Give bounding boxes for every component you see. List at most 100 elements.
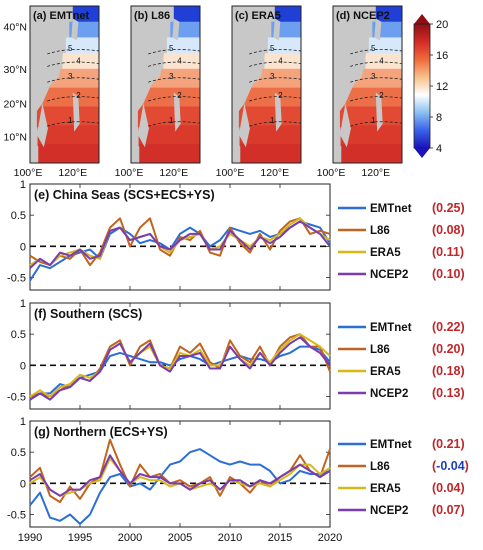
map-contour-line <box>249 121 301 127</box>
legend-correlation: (0.04) <box>432 481 465 495</box>
timeseries-panel-1: 1 0.5 0 -0.5 (f) Southern (SCS) <box>7 298 331 410</box>
map-mainland <box>131 6 169 120</box>
map-sea-band <box>365 53 402 74</box>
map-sea-band <box>238 87 301 109</box>
map-indochina <box>137 103 149 148</box>
map-sea-band <box>240 144 301 163</box>
map-sea-band <box>65 37 99 59</box>
map-sea-band <box>341 144 402 163</box>
map-contour-line <box>148 121 200 127</box>
colorbar-tick-label: 20 <box>436 19 448 31</box>
legend-correlation: (0.13) <box>432 386 465 400</box>
x-tick-label: 1990 <box>18 532 42 544</box>
legend-label: L86 <box>370 225 390 237</box>
map-contour-line <box>350 77 402 83</box>
y-tick-label: 0.5 <box>11 329 26 341</box>
map-contour-label: 1 <box>169 116 174 125</box>
legend-correlation: (0.08) <box>432 223 465 237</box>
map-contour-line <box>148 77 200 83</box>
colorbar-tick-label: 16 <box>436 50 448 62</box>
legend-correlation: (0.21) <box>432 437 465 451</box>
map-indochina <box>238 103 250 148</box>
map-sea-band <box>339 87 402 109</box>
panel-title: (f) Southern (SCS) <box>34 307 142 321</box>
legend-correlation: (0.07) <box>432 503 465 517</box>
map-frame <box>332 5 403 164</box>
map-contour-label: 3 <box>169 72 174 81</box>
map-contour-line <box>47 96 99 102</box>
map-sea-band <box>173 6 200 27</box>
map-panel-title: (b) L86 <box>134 10 170 22</box>
map-contour-line <box>249 61 301 67</box>
map-contour-line <box>148 61 200 67</box>
map-y-tick-label: 20°N <box>4 98 27 110</box>
x-tick-label: 2015 <box>268 532 292 544</box>
map-contour-label: 5 <box>169 44 174 53</box>
map-panel-1: 543 2 1 <box>131 6 200 163</box>
y-tick-label: 0 <box>20 478 26 490</box>
series-line-ncep2 <box>29 454 331 497</box>
x-tick-label: 1995 <box>68 532 92 544</box>
x-tick-label: 2005 <box>168 532 192 544</box>
map-panel-title: (a) EMTnet <box>33 10 90 22</box>
map-contour-label: 4 <box>379 57 384 66</box>
map-x-tick-label: 120°E <box>159 167 188 179</box>
map-indochina <box>339 103 351 148</box>
legend-2: EMTnet (0.21) L86 (-0.04) ERA5 (0.04) NCEP2 (0.… <box>338 437 469 517</box>
legend-label: EMTnet <box>370 203 412 215</box>
map-contour-line <box>47 77 99 83</box>
series-line-ncep2 <box>29 220 331 269</box>
map-contour-line <box>249 77 301 83</box>
map-contour-line <box>148 96 200 102</box>
map-contour-line <box>148 49 200 55</box>
map-contour-label: 2 <box>76 91 81 100</box>
map-panel-3: 543 2 1 <box>333 6 402 163</box>
legend-label: NCEP2 <box>370 505 408 517</box>
map-korea <box>172 18 180 41</box>
map-sea-band <box>368 37 402 59</box>
map-contour-line <box>350 121 402 127</box>
legend-correlation: (0.10) <box>432 267 465 281</box>
map-indochina <box>36 103 48 148</box>
map-korea <box>71 18 79 41</box>
colorbar-top-triangle <box>414 14 430 24</box>
map-sea-band <box>267 37 301 59</box>
map-contour-label: 3 <box>270 72 275 81</box>
map-sea-band <box>72 6 99 27</box>
map-contour-label: 2 <box>278 91 283 100</box>
map-frame <box>29 5 100 164</box>
map-contour-line <box>47 121 99 127</box>
map-contour-label: 5 <box>68 44 73 53</box>
map-sea-band <box>36 87 99 109</box>
map-contour-line <box>350 61 402 67</box>
legend-correlation: (0.11) <box>432 245 464 259</box>
map-contour-line <box>47 61 99 67</box>
map-mainland <box>232 6 270 120</box>
map-x-tick-label: 100°E <box>216 167 245 179</box>
map-contour-label: 3 <box>68 72 73 81</box>
series-line-era5 <box>29 333 331 398</box>
map-sea-band <box>239 125 301 147</box>
y-tick-label: 0.5 <box>11 447 26 459</box>
map-contour-label: 3 <box>371 72 376 81</box>
y-tick-label: 0.5 <box>11 210 26 222</box>
map-contour-label: 4 <box>278 57 283 66</box>
y-tick-label: -0.5 <box>7 510 26 522</box>
map-x-tick-label: 120°E <box>260 167 289 179</box>
timeseries-panel-0: 1 0.5 0 -0.5 (e) China Seas (SCS+ECS+YS) <box>7 179 331 291</box>
map-y-tick-label: 10°N <box>4 131 27 143</box>
map-sea-band <box>38 144 99 163</box>
x-tick-label: 2010 <box>218 532 242 544</box>
colorbar-tick-label: 12 <box>436 81 448 93</box>
panel-title: (g) Northern (ECS+YS) <box>34 425 168 439</box>
map-sea-band <box>163 53 200 74</box>
map-sea-band <box>139 144 200 163</box>
legend-label: ERA5 <box>370 366 401 378</box>
map-contour-line <box>249 96 301 102</box>
map-contour-line <box>47 49 99 55</box>
map-korea <box>374 18 382 41</box>
map-sea-band <box>264 53 301 74</box>
map-panel-title: (c) ERA5 <box>235 10 281 22</box>
legend-label: ERA5 <box>370 247 401 259</box>
